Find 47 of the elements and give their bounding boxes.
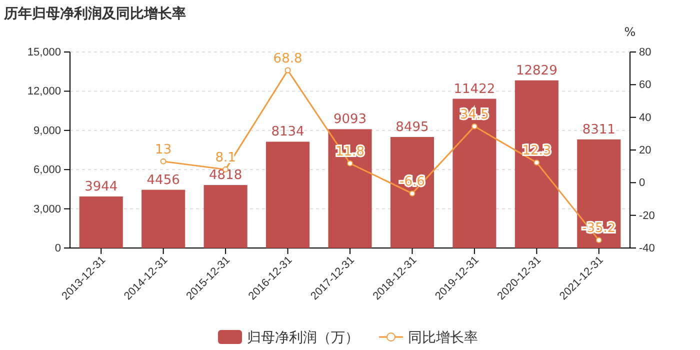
point [347, 160, 353, 166]
data-label: 34.5 [460, 107, 489, 122]
data-label: 11422 [454, 82, 496, 97]
data-label: 12829 [516, 63, 558, 78]
y2-tick-label: 40 [639, 112, 652, 124]
bar [328, 129, 372, 248]
data-label: 13 [155, 142, 172, 158]
data-label: 4456 [146, 172, 180, 188]
y-tick-label: 0 [54, 242, 61, 255]
data-label: 9093 [333, 112, 367, 128]
bar [577, 139, 621, 248]
data-label: 8495 [396, 120, 429, 135]
y-tick-label: 6,000 [33, 164, 61, 176]
bar [204, 185, 248, 248]
data-label: 8134 [271, 124, 304, 140]
data-label: 68.8 [273, 51, 302, 66]
y2-tick-label: -20 [639, 210, 655, 222]
bar [142, 190, 186, 248]
point [409, 190, 416, 196]
y2-tick-label: -40 [639, 242, 655, 255]
point [534, 160, 540, 166]
y2-axis-title: % [624, 25, 636, 39]
y2-tick-label: 60 [639, 79, 652, 92]
y-tick-label: 9,000 [33, 124, 61, 137]
data-label: 3944 [84, 179, 118, 194]
legend-label: 归母净利润（万） [247, 330, 359, 346]
data-label: 8311 [582, 122, 616, 138]
chart-title: 历年归母净利润及同比增长率 [3, 5, 186, 22]
bar [514, 80, 558, 248]
y-tick-label: 15,000 [27, 46, 61, 59]
bar [79, 196, 123, 248]
data-label: -6.6 [400, 174, 425, 190]
point [160, 158, 166, 164]
data-label: 12.3 [522, 144, 552, 159]
y2-tick-label: 80 [639, 46, 652, 59]
point [471, 123, 478, 130]
data-label: 4818 [209, 168, 242, 184]
y-tick-label: 3,000 [33, 203, 61, 216]
y2-tick-label: 20 [639, 144, 652, 157]
point [596, 237, 602, 244]
point [284, 67, 291, 74]
y2-tick-label: 0 [639, 177, 646, 190]
legend-label: 同比增长率 [408, 330, 478, 346]
bar [266, 142, 310, 248]
bar [390, 137, 434, 248]
bar [452, 98, 496, 248]
y-tick-label: 12,000 [27, 86, 61, 98]
